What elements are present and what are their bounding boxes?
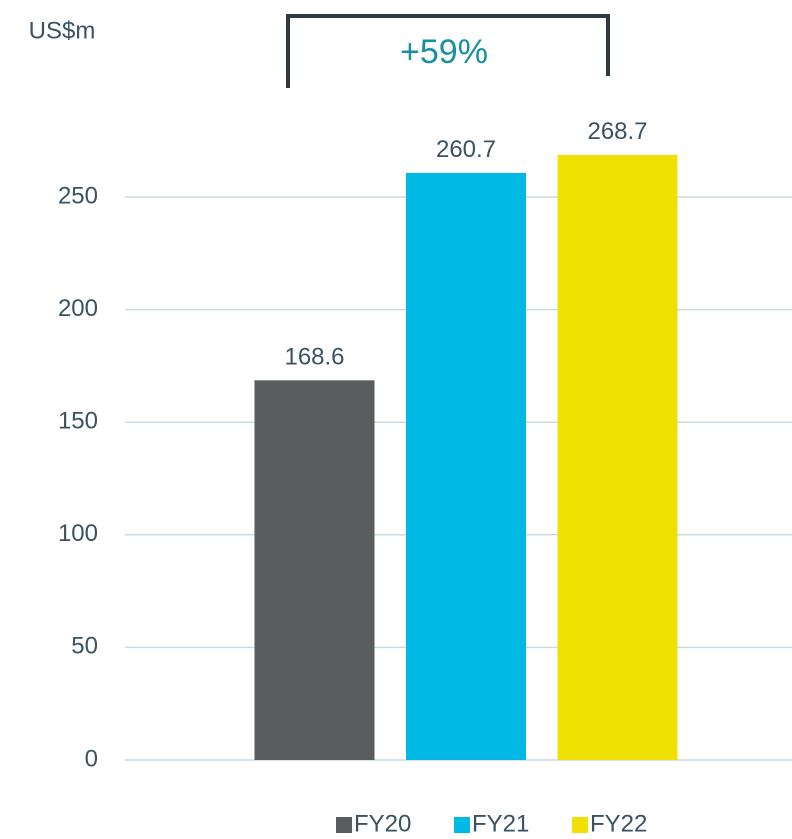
legend-label: FY22 [590, 810, 647, 837]
y-tick-label: 250 [58, 182, 98, 209]
legend-swatch [454, 817, 470, 833]
data-label: 168.6 [284, 344, 344, 371]
y-tick-label: 0 [85, 745, 98, 772]
bracket [286, 14, 610, 88]
legend-swatch [336, 817, 352, 833]
legend-swatch [572, 817, 588, 833]
y-tick-label: 150 [58, 408, 98, 435]
legend-label: FY20 [354, 810, 411, 837]
bar [406, 172, 526, 761]
data-label: 260.7 [436, 136, 496, 163]
y-tick-label: 200 [58, 295, 98, 322]
bar [557, 154, 678, 761]
y-tick-label: 50 [71, 633, 98, 660]
legend-label: FY21 [472, 810, 529, 837]
bar [254, 380, 375, 760]
y-tick-label: 100 [58, 520, 98, 547]
annotation: +59% [400, 33, 488, 71]
y-axis-label: US$m [29, 17, 96, 44]
data-label: 268.7 [587, 118, 647, 145]
